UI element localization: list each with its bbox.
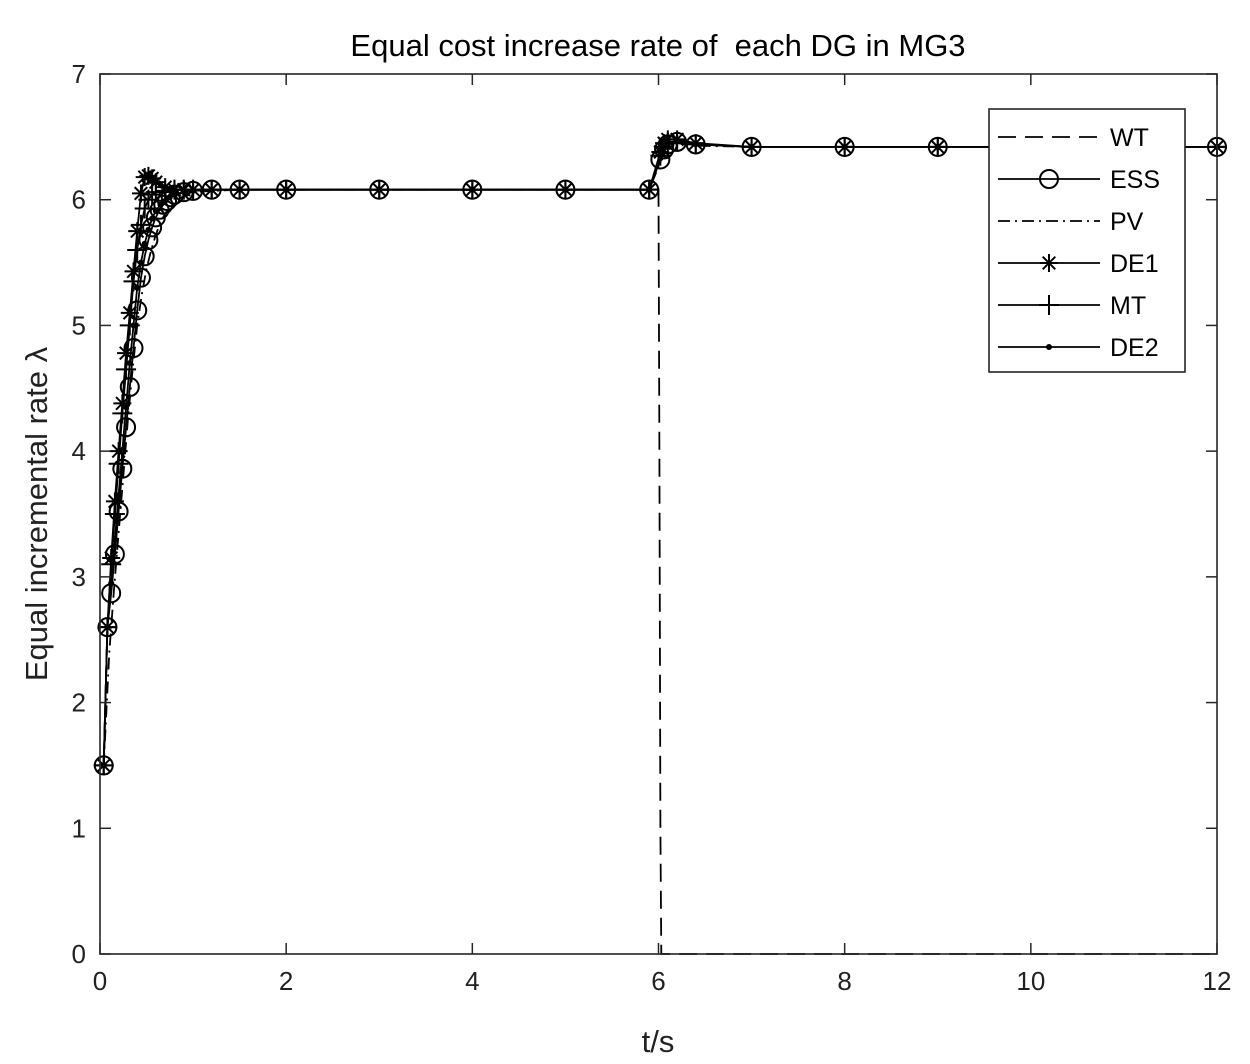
data-point-mt	[123, 271, 144, 292]
legend: WT ESS PV DE1 MT DE2	[988, 108, 1186, 373]
x-tick-label: 2	[279, 966, 293, 996]
data-point-de2	[149, 215, 156, 222]
y-tick-label: 0	[72, 939, 86, 969]
y-tick-label: 6	[72, 185, 86, 215]
y-tick-label: 4	[72, 436, 86, 466]
y-tick-label: 2	[72, 688, 86, 718]
x-tick-label: 8	[837, 966, 851, 996]
y-tick-label: 3	[72, 562, 86, 592]
data-point-de2	[126, 360, 133, 367]
data-point-de2	[137, 259, 144, 266]
series-line-pv	[102, 142, 1217, 766]
data-point-mt	[155, 180, 176, 201]
data-point-de2	[100, 762, 107, 769]
data-point-de2	[108, 580, 115, 587]
data-point-de1	[128, 222, 147, 241]
data-point-de2	[162, 197, 169, 204]
data-point-de2	[141, 240, 148, 247]
legend-label-ess: ESS	[1110, 166, 1160, 194]
y-tick-label: 1	[72, 813, 86, 843]
legend-label-wt: WT	[1110, 124, 1149, 152]
y-axis-label: Equal incremental rate λ	[19, 346, 54, 681]
data-point-mt	[116, 359, 137, 380]
data-point-ess	[153, 194, 174, 215]
legend-label-de2: DE2	[1110, 334, 1159, 362]
data-point-mt	[145, 182, 166, 203]
data-point-de2	[236, 186, 243, 193]
data-point-de2	[469, 186, 476, 193]
data-point-de2	[646, 186, 653, 193]
x-tick-label: 4	[465, 966, 479, 996]
data-point-de2	[111, 536, 118, 543]
data-point-de2	[104, 624, 111, 631]
data-point-mt	[142, 184, 163, 205]
data-point-de2	[657, 155, 664, 162]
data-point-de2	[841, 143, 848, 150]
chart-title: Equal cost increase rate of each DG in M…	[350, 28, 965, 63]
y-tick-label: 5	[72, 310, 86, 340]
data-point-de2	[157, 201, 164, 208]
data-point-mt	[108, 453, 129, 474]
data-point-de2	[208, 186, 215, 193]
data-point-de2	[152, 208, 159, 215]
data-point-de2	[171, 191, 178, 198]
legend-marker-de2	[1046, 344, 1052, 350]
legend-label-de1: DE1	[1110, 250, 1159, 278]
data-point-de2	[661, 145, 668, 152]
data-point-de2	[145, 226, 152, 233]
data-point-de2	[130, 322, 137, 329]
data-point-mt	[134, 198, 155, 219]
x-tick-label: 10	[1016, 966, 1045, 996]
data-point-mt	[112, 403, 133, 424]
data-point-de2	[119, 448, 126, 455]
x-tick-label: 0	[93, 966, 107, 996]
data-point-de2	[376, 186, 383, 193]
data-point-de2	[115, 492, 122, 499]
data-point-mt	[130, 214, 151, 235]
data-point-de2	[674, 137, 681, 144]
data-point-de2	[748, 143, 755, 150]
data-point-de2	[180, 189, 187, 196]
y-tick-label: 7	[72, 59, 86, 89]
data-point-de2	[934, 143, 941, 150]
legend-label-mt: MT	[1110, 292, 1146, 320]
data-point-de2	[166, 194, 173, 201]
x-tick-label: 6	[651, 966, 665, 996]
data-point-de2	[134, 284, 141, 291]
data-point-mt	[101, 554, 122, 575]
data-point-mt	[104, 504, 125, 524]
data-point-de2	[190, 187, 197, 194]
data-point-de2	[692, 141, 699, 148]
data-point-de2	[562, 186, 569, 193]
data-point-de1	[131, 184, 150, 203]
legend-marker-mt	[1039, 295, 1059, 315]
x-tick-label: 12	[1203, 966, 1232, 996]
legend-marker-de1	[1040, 254, 1058, 272]
x-axis-label: t/s	[642, 1024, 675, 1059]
data-point-de2	[283, 186, 290, 193]
legend-box	[988, 108, 1186, 373]
legend-marker-ess	[1039, 169, 1059, 189]
legend-label-pv: PV	[1110, 208, 1144, 236]
data-point-de2	[123, 404, 130, 411]
data-point-de2	[664, 140, 671, 147]
